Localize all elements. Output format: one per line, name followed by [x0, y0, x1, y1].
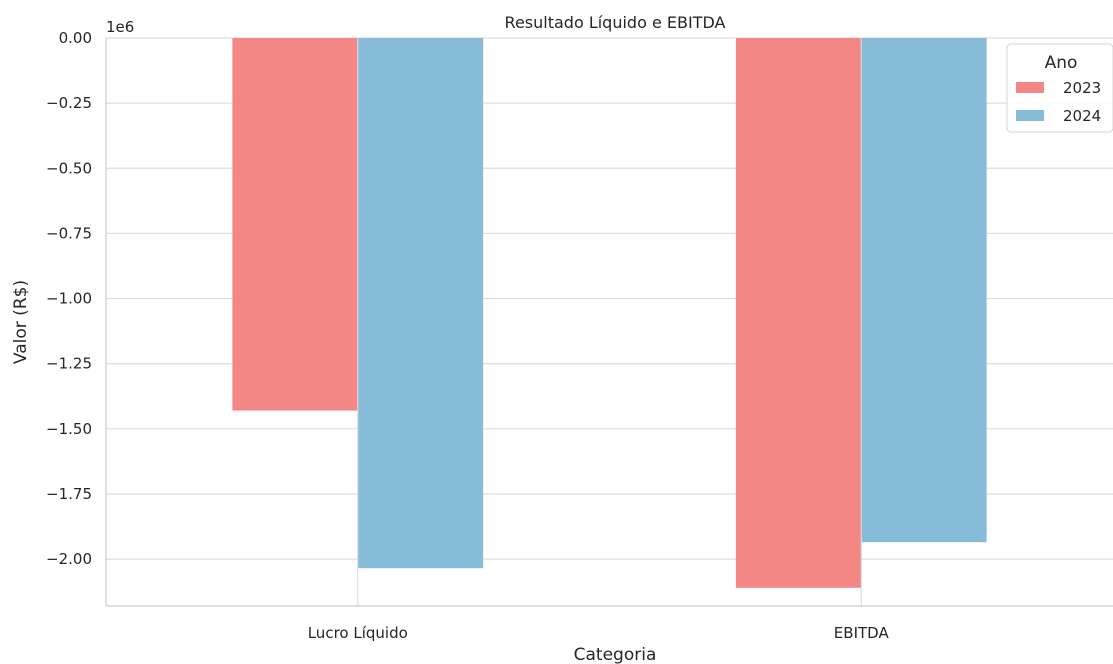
x-axis-label: Categoria [574, 645, 657, 664]
y-tick-label: −1.50 [46, 420, 92, 438]
bars-group [232, 38, 987, 588]
legend-label-2024: 2024 [1063, 107, 1101, 125]
bar-2023-lucro-liquido [232, 38, 358, 411]
x-tick-label: EBITDA [834, 624, 890, 642]
axes [105, 38, 1113, 607]
offset-text: 1e6 [106, 18, 134, 36]
y-tick-label: −1.00 [46, 290, 92, 308]
bar-2023-ebitda [735, 38, 861, 588]
x-tick-label: Lucro Líquido [308, 624, 408, 642]
y-tick-label: −0.50 [46, 159, 92, 177]
y-tick-label: 0.00 [59, 29, 92, 47]
chart-title: Resultado Líquido e EBITDA [505, 13, 726, 32]
y-tick-label: −1.25 [46, 355, 92, 373]
legend-label-2023: 2023 [1063, 79, 1101, 97]
legend-title: Ano [1045, 53, 1078, 73]
x-tick-labels: Lucro Líquido EBITDA [308, 624, 890, 642]
legend: Ano 2023 2024 [1006, 43, 1113, 133]
y-tick-label: −1.75 [46, 485, 92, 503]
y-tick-label: −2.00 [46, 550, 92, 568]
y-tick-label: −0.25 [46, 94, 92, 112]
bar-2024-ebitda [861, 38, 987, 543]
legend-swatch-2023 [1016, 82, 1044, 93]
y-axis-label: Valor (R$) [11, 280, 31, 364]
y-tick-label: −0.75 [46, 224, 92, 242]
y-tick-labels: 0.00 −0.25 −0.50 −0.75 −1.00 −1.25 −1.50 −1.75 −… [46, 29, 92, 568]
bar-2024-lucro-liquido [358, 38, 484, 569]
legend-frame [1006, 43, 1113, 133]
legend-swatch-2024 [1016, 110, 1044, 121]
